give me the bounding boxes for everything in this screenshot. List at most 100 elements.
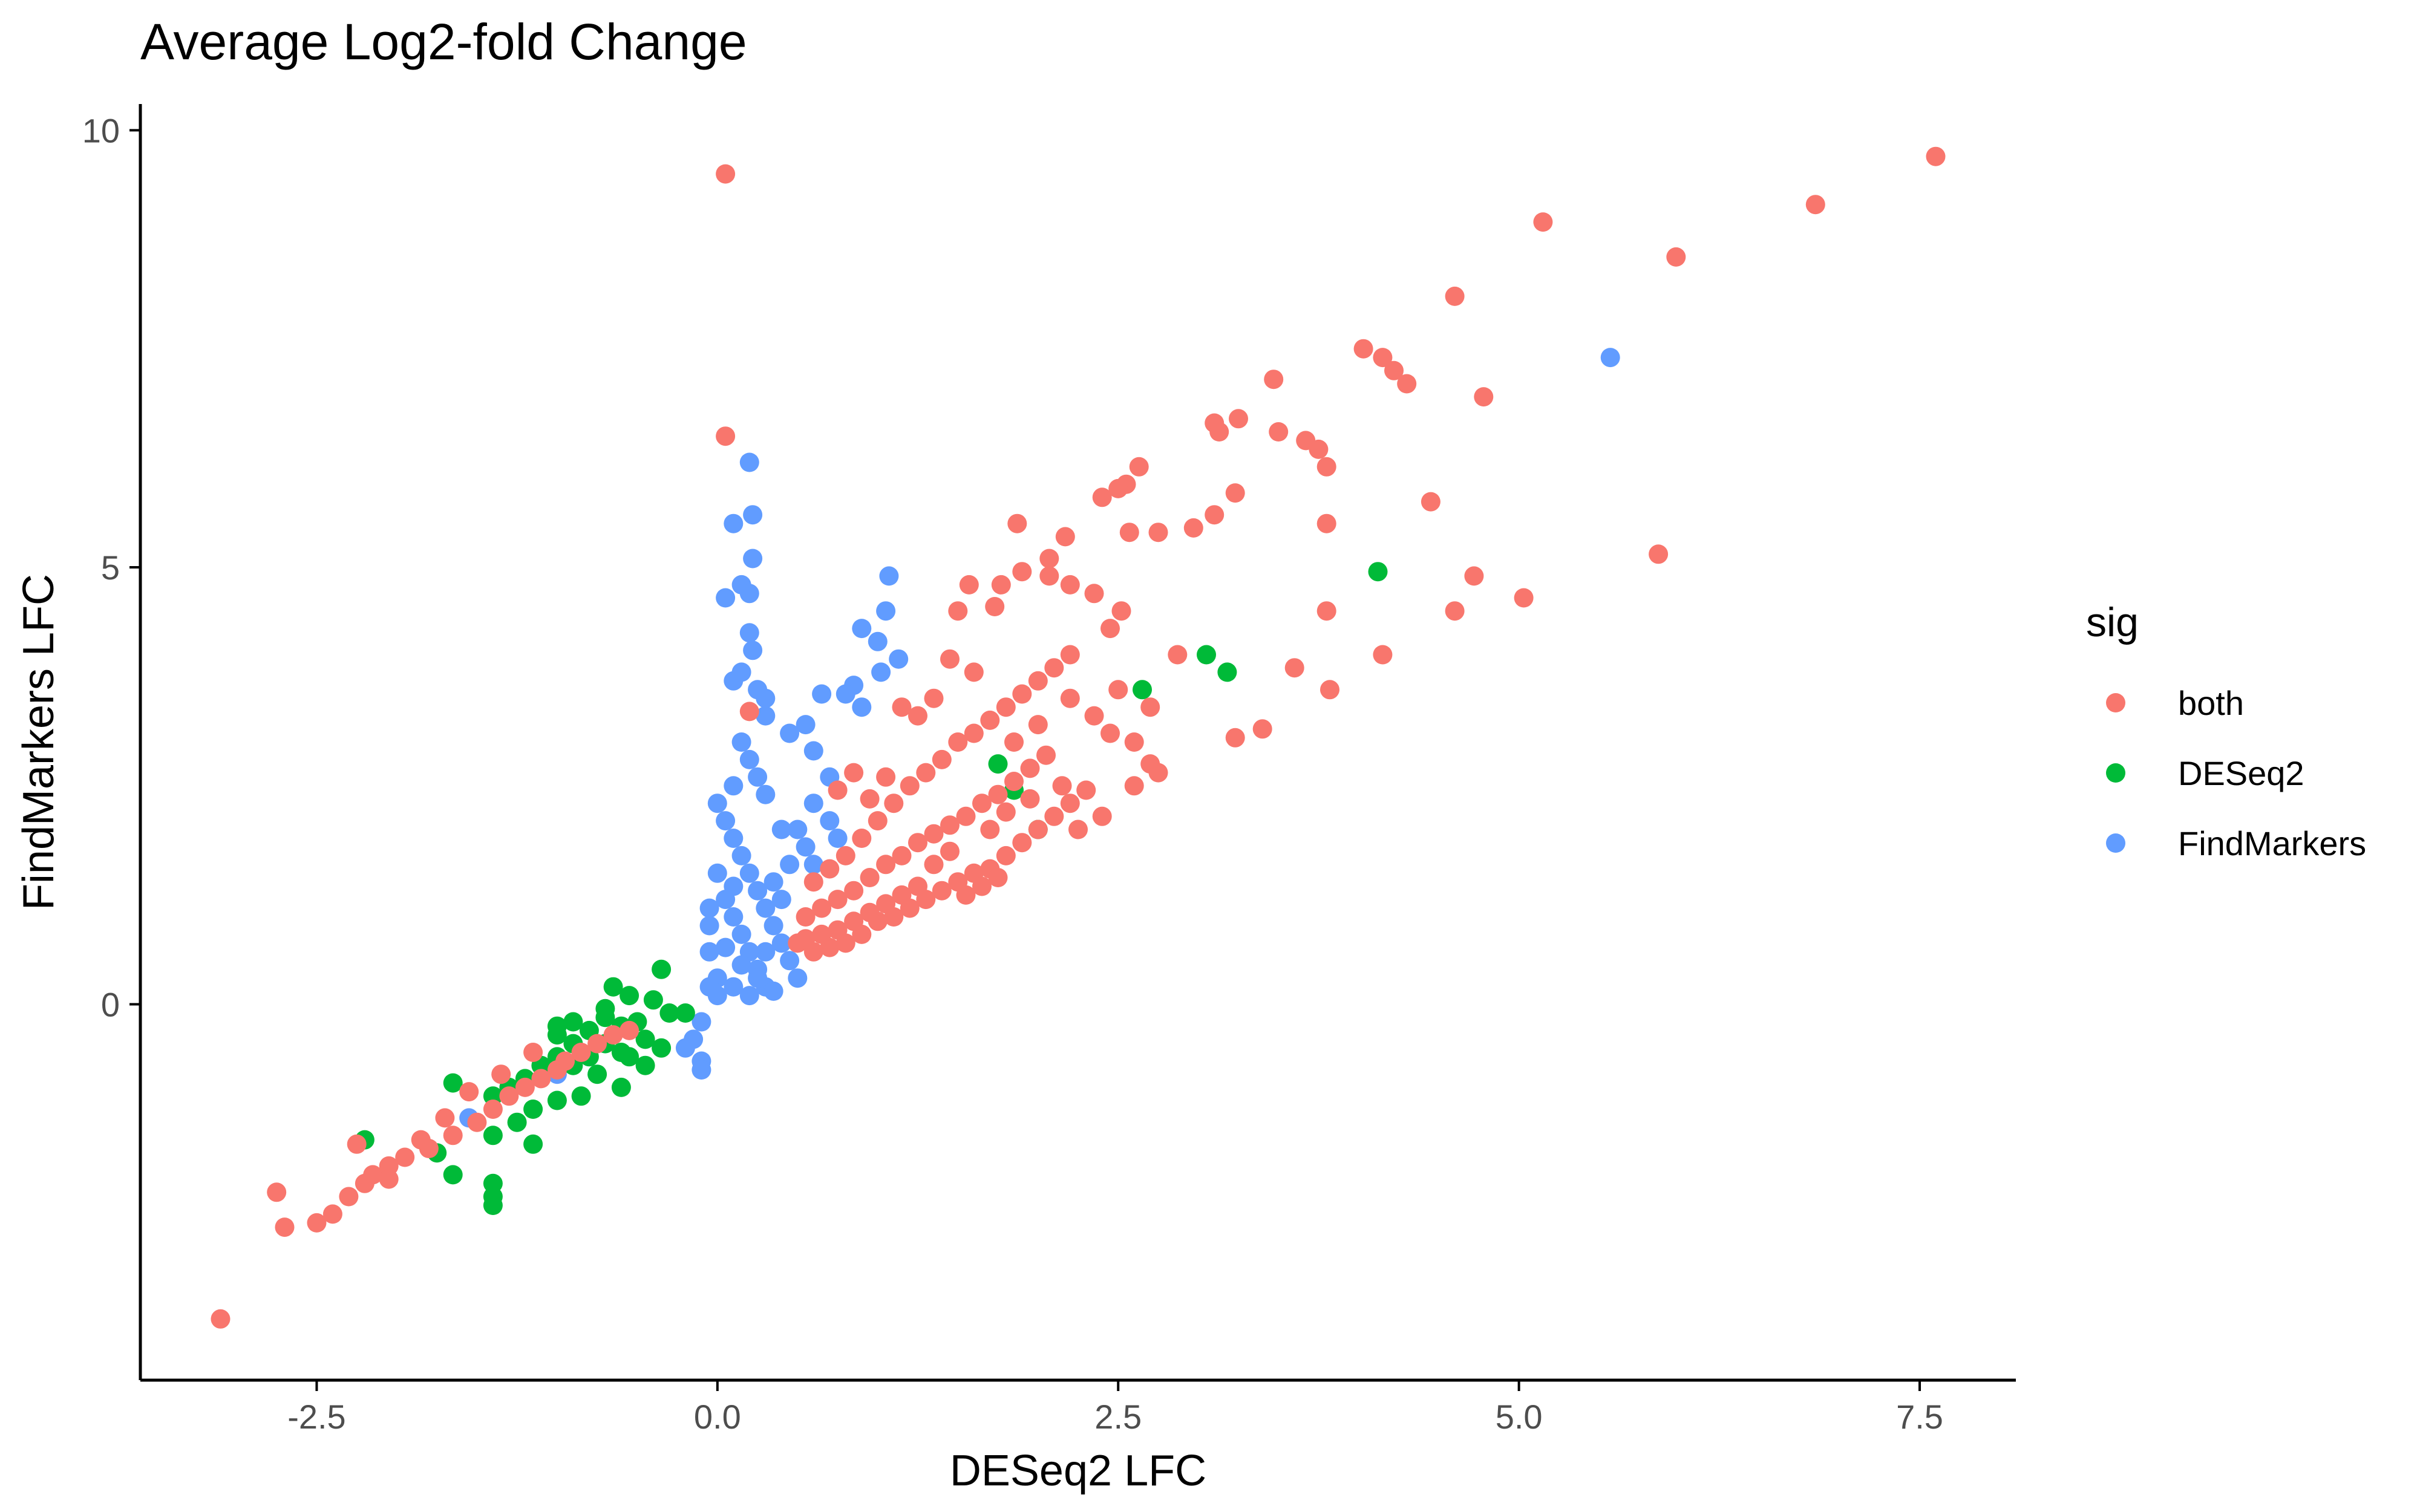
point-deseq2-29 <box>611 1077 631 1097</box>
point-findmarkers-36 <box>748 881 768 901</box>
point-both-122 <box>820 859 840 879</box>
point-both-103 <box>1060 793 1080 813</box>
point-both-45 <box>991 575 1011 595</box>
point-both-154 <box>828 780 848 800</box>
point-findmarkers-8 <box>739 623 759 643</box>
point-both-25 <box>1148 523 1168 543</box>
y-tick-label: 0 <box>101 986 120 1024</box>
point-both-36 <box>1373 645 1393 665</box>
point-findmarkers-56 <box>739 986 759 1006</box>
point-both-80 <box>435 1108 455 1128</box>
point-findmarkers-12 <box>852 619 872 639</box>
point-findmarkers-76 <box>716 937 736 957</box>
point-both-8 <box>1397 374 1417 394</box>
point-findmarkers-17 <box>836 684 855 704</box>
point-both-82 <box>379 1169 399 1189</box>
point-both-59 <box>307 1213 327 1233</box>
point-deseq2-30 <box>571 1086 591 1106</box>
point-both-166 <box>876 894 896 914</box>
point-deseq2-10 <box>652 959 672 979</box>
point-findmarkers-63 <box>796 837 816 857</box>
point-deseq2-31 <box>547 1090 567 1110</box>
point-findmarkers-50 <box>699 916 719 936</box>
point-findmarkers-74 <box>748 968 768 988</box>
point-findmarkers-26 <box>731 732 751 752</box>
point-both-50 <box>1084 584 1104 604</box>
point-findmarkers-75 <box>731 955 751 975</box>
point-findmarkers-44 <box>724 907 744 927</box>
point-both-162 <box>972 876 992 896</box>
point-findmarkers-70 <box>780 855 800 875</box>
legend: sig both DESeq2 FindMarkers <box>2086 599 2366 862</box>
point-both-24 <box>1183 518 1203 538</box>
point-both-57 <box>275 1217 295 1237</box>
x-tick-label: 5.0 <box>1496 1398 1543 1436</box>
point-both-175 <box>1108 680 1128 700</box>
point-both-46 <box>985 597 1005 616</box>
point-findmarkers-28 <box>748 767 768 787</box>
point-deseq2-42 <box>523 1134 543 1154</box>
x-axis-title: DESeq2 LFC <box>950 1447 1206 1495</box>
point-both-16 <box>1309 439 1329 459</box>
point-findmarkers-33 <box>724 829 744 848</box>
point-findmarkers-24 <box>748 680 768 700</box>
point-both-121 <box>803 872 823 892</box>
point-both-10 <box>1264 370 1284 389</box>
point-deseq2-37 <box>443 1165 463 1185</box>
point-both-174 <box>1060 688 1080 708</box>
point-both-33 <box>1316 601 1336 621</box>
point-both-143 <box>1124 776 1144 796</box>
point-deseq2-33 <box>507 1112 527 1132</box>
point-findmarkers-29 <box>756 784 776 804</box>
x-tick-label: 2.5 <box>1094 1398 1142 1436</box>
point-deseq2-28 <box>587 1064 607 1084</box>
point-both-150 <box>892 697 912 717</box>
point-findmarkers-11 <box>876 601 896 621</box>
point-both-160 <box>940 841 960 861</box>
point-both-74 <box>555 1051 575 1071</box>
point-both-111 <box>892 846 912 865</box>
legend-swatch-both <box>2106 693 2125 712</box>
point-both-102 <box>1044 806 1064 826</box>
point-both-131 <box>964 723 984 743</box>
point-deseq2-40 <box>483 1196 503 1215</box>
point-both-100 <box>1012 833 1032 853</box>
point-both-142 <box>1148 763 1168 783</box>
point-findmarkers-69 <box>771 820 791 839</box>
point-findmarkers-73 <box>756 942 776 962</box>
point-both-163 <box>988 868 1008 887</box>
point-both-173 <box>1028 715 1048 735</box>
point-both-106 <box>812 898 832 918</box>
point-findmarkers-78 <box>724 876 744 896</box>
point-both-49 <box>1060 575 1080 595</box>
point-both-23 <box>1205 505 1225 525</box>
point-both-127 <box>900 776 920 796</box>
point-both-95 <box>932 881 952 901</box>
point-deseq2-7 <box>603 977 623 997</box>
point-both-125 <box>868 811 888 831</box>
point-deseq2-9 <box>643 990 663 1010</box>
point-deseq2-49 <box>652 1038 672 1058</box>
point-both-71 <box>515 1077 535 1097</box>
point-findmarkers-18 <box>812 684 832 704</box>
point-both-120 <box>1036 745 1056 765</box>
point-findmarkers-42 <box>707 863 727 883</box>
plot-points <box>211 146 1946 1329</box>
point-both-155 <box>980 820 1000 839</box>
point-both-114 <box>940 815 960 835</box>
point-deseq2-0 <box>1368 562 1388 582</box>
point-findmarkers-2 <box>743 505 763 525</box>
point-both-134 <box>1012 684 1032 704</box>
point-both-133 <box>996 697 1016 717</box>
point-findmarkers-40 <box>780 951 800 971</box>
point-both-28 <box>1421 492 1441 512</box>
point-deseq2-47 <box>620 1047 639 1067</box>
point-findmarkers-30 <box>724 776 744 796</box>
point-findmarkers-82 <box>803 741 823 761</box>
point-both-145 <box>1068 820 1088 839</box>
point-both-43 <box>948 601 968 621</box>
point-both-132 <box>980 710 1000 730</box>
point-findmarkers-37 <box>756 898 776 918</box>
point-both-32 <box>1464 566 1484 586</box>
